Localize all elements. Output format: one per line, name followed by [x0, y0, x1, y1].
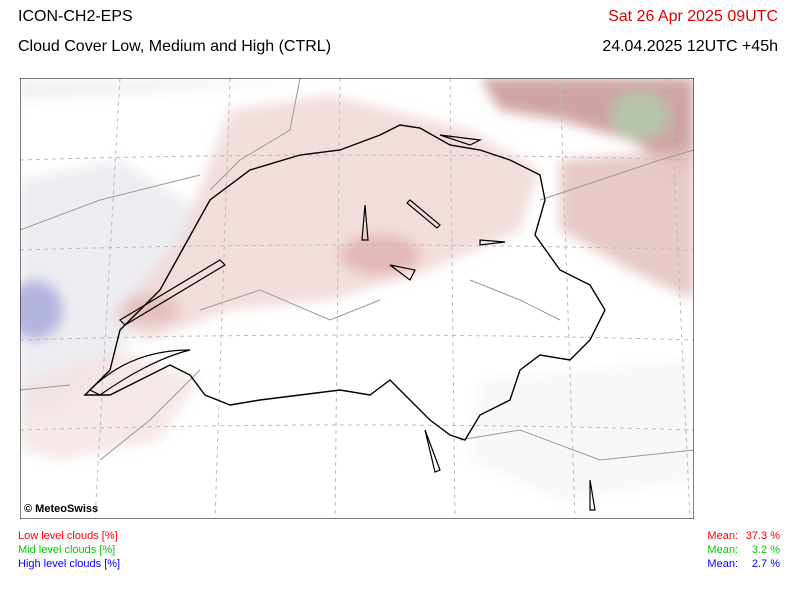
- country-border: [83, 124, 606, 441]
- mean-value: 37.3 %: [745, 530, 780, 542]
- run-time: 24.04.2025 12UTC +45h: [602, 38, 778, 55]
- mean-label: Mean:: [707, 558, 738, 570]
- mean-label: Mean:: [707, 530, 738, 542]
- mean-value: 3.2 %: [751, 544, 780, 556]
- legend-label: High level clouds [%]: [18, 558, 121, 570]
- model-name: ICON-CH2-EPS: [18, 8, 133, 25]
- lakes: [88, 134, 596, 511]
- legend-label: Mid level clouds [%]: [18, 544, 116, 556]
- graticule: [20, 78, 694, 519]
- credit: © MeteoSwiss: [24, 503, 98, 515]
- map-title: Cloud Cover Low, Medium and High (CTRL): [18, 38, 332, 55]
- valid-time: Sat 26 Apr 2025 09UTC: [608, 8, 778, 25]
- cloud-field: [20, 78, 694, 500]
- legend-label: Low level clouds [%]: [18, 530, 118, 542]
- region-borders: [20, 78, 694, 461]
- map-area: [20, 78, 694, 519]
- mean-value: 2.7 %: [751, 558, 780, 570]
- mean-label: Mean:: [707, 544, 738, 556]
